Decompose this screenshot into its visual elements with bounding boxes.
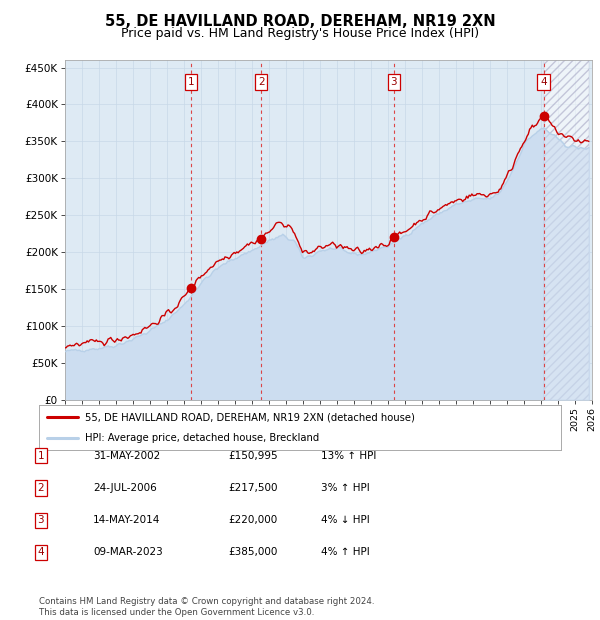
Text: 31-MAY-2002: 31-MAY-2002 <box>93 451 160 461</box>
Text: Contains HM Land Registry data © Crown copyright and database right 2024.
This d: Contains HM Land Registry data © Crown c… <box>39 598 374 617</box>
Text: 4: 4 <box>37 547 44 557</box>
Text: 2: 2 <box>37 483 44 493</box>
Text: 3: 3 <box>37 515 44 525</box>
Text: 14-MAY-2014: 14-MAY-2014 <box>93 515 160 525</box>
Text: £150,995: £150,995 <box>228 451 278 461</box>
Text: 55, DE HAVILLAND ROAD, DEREHAM, NR19 2XN: 55, DE HAVILLAND ROAD, DEREHAM, NR19 2XN <box>104 14 496 29</box>
Text: 4% ↓ HPI: 4% ↓ HPI <box>321 515 370 525</box>
Text: 4: 4 <box>541 78 547 87</box>
Text: £217,500: £217,500 <box>228 483 277 493</box>
Text: 4% ↑ HPI: 4% ↑ HPI <box>321 547 370 557</box>
Text: 3: 3 <box>391 78 397 87</box>
Text: 24-JUL-2006: 24-JUL-2006 <box>93 483 157 493</box>
Text: 2: 2 <box>258 78 265 87</box>
Text: 1: 1 <box>37 451 44 461</box>
Text: 09-MAR-2023: 09-MAR-2023 <box>93 547 163 557</box>
Text: £220,000: £220,000 <box>228 515 277 525</box>
Text: 55, DE HAVILLAND ROAD, DEREHAM, NR19 2XN (detached house): 55, DE HAVILLAND ROAD, DEREHAM, NR19 2XN… <box>85 412 415 422</box>
Text: Price paid vs. HM Land Registry's House Price Index (HPI): Price paid vs. HM Land Registry's House … <box>121 27 479 40</box>
Text: 1: 1 <box>188 78 194 87</box>
Text: 3% ↑ HPI: 3% ↑ HPI <box>321 483 370 493</box>
Text: 13% ↑ HPI: 13% ↑ HPI <box>321 451 376 461</box>
Text: £385,000: £385,000 <box>228 547 277 557</box>
Text: HPI: Average price, detached house, Breckland: HPI: Average price, detached house, Brec… <box>85 433 319 443</box>
